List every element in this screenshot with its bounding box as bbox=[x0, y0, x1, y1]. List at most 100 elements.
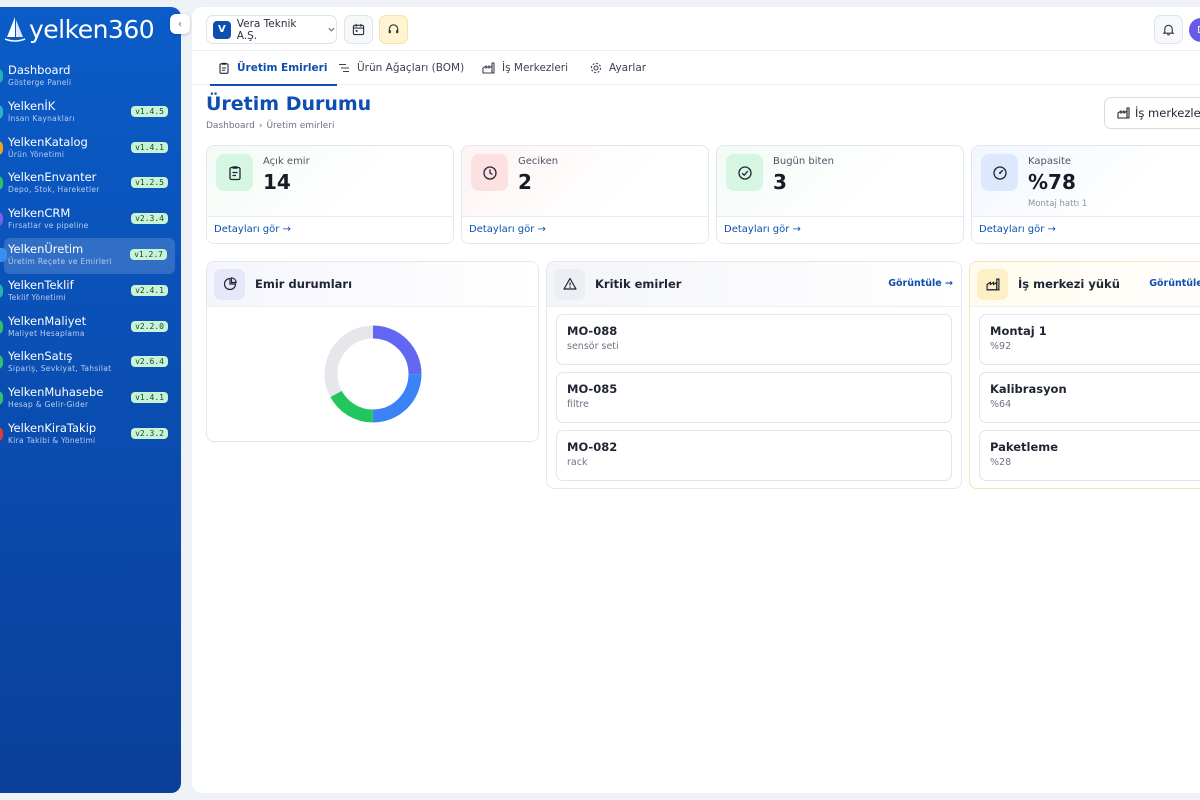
sidebar-item[interactable]: Dashboard Gösterge Paneli bbox=[0, 59, 181, 95]
work-centers-button[interactable]: İş merkezleri bbox=[1104, 97, 1200, 129]
sidebar-item-title: YelkenMuhasebe bbox=[8, 385, 104, 400]
sidebar-item[interactable]: YelkenMaliyet Maliyet Hesaplama v2.2.0 bbox=[0, 310, 181, 346]
module-color-dot bbox=[0, 283, 3, 298]
sidebar-item-title: YelkenKatalog bbox=[8, 134, 88, 149]
page-title: Üretim Durumu bbox=[206, 93, 372, 115]
order-product: filtre bbox=[567, 399, 589, 410]
version-badge: v2.6.4 bbox=[131, 356, 168, 368]
sidebar-item[interactable]: YelkenTeklif Teklif Yönetimi v2.4.1 bbox=[0, 274, 181, 310]
panel-title: İş merkezi yükü bbox=[1018, 277, 1120, 291]
kpi-completed-today: Bugün biten 3 Detayları gör → bbox=[716, 145, 964, 244]
version-badge: v1.2.7 bbox=[130, 248, 167, 260]
tab-label: Üretim Emirleri bbox=[237, 62, 328, 74]
sidebar-item[interactable]: YelkenSatış Sipariş, Sevkiyat, Tahsilat v2… bbox=[0, 345, 181, 381]
sidebar-item-subtitle: Üretim Reçete ve Emirleri bbox=[8, 256, 112, 266]
sidebar-item[interactable]: YelkenCRM Fırsatlar ve pipeline v2.3.4 bbox=[0, 202, 181, 238]
tab-production-orders[interactable]: Üretim Emirleri bbox=[209, 51, 338, 86]
sidebar-item[interactable]: YelkenKatalog Ürün Yönetimi v1.4.1 bbox=[0, 131, 181, 167]
tab-work-centers[interactable]: İş Merkezleri bbox=[482, 51, 568, 85]
panel-header: Kritik emirler Görüntüle → bbox=[547, 262, 961, 307]
chevron-right-icon: › bbox=[258, 121, 263, 131]
sidebar-item[interactable]: YelkenKiraTakip Kira Takibi & Yönetimi v2.… bbox=[0, 417, 181, 453]
order-id: MO-082 bbox=[567, 440, 618, 454]
version-badge: v1.2.5 bbox=[131, 177, 168, 189]
kpi-details-link[interactable]: Detayları gör → bbox=[462, 216, 708, 243]
module-color-dot bbox=[0, 140, 3, 155]
support-button[interactable] bbox=[379, 15, 408, 44]
sidebar-item-title: Dashboard bbox=[8, 63, 71, 77]
work-center-name: Kalibrasyon bbox=[990, 382, 1067, 396]
kpi-capacity: Kapasite %78 Montaj hattı 1 Detayları gö… bbox=[971, 145, 1200, 244]
sidebar-item-title: YelkenSatış bbox=[8, 349, 73, 364]
list-item[interactable]: Kalibrasyon %64 bbox=[979, 372, 1200, 423]
sidebar-nav: Dashboard Gösterge Paneli YelkenİK İnsan Ka… bbox=[0, 59, 181, 453]
order-product: rack bbox=[567, 457, 588, 468]
sidebar-item[interactable]: YelkenİK İnsan Kaynakları v1.4.5 bbox=[0, 95, 181, 131]
kpi-icon-box bbox=[981, 154, 1018, 191]
list-item[interactable]: Montaj 1 %92 bbox=[979, 314, 1200, 365]
main-panel: V Vera Teknik A.Ş. D Üretim Emirleri Ürü… bbox=[192, 7, 1200, 793]
view-critical-orders-link[interactable]: Görüntüle → bbox=[888, 278, 953, 289]
pie-chart-icon bbox=[223, 277, 237, 291]
work-center-name: Paketleme bbox=[990, 440, 1059, 454]
sidebar-item[interactable]: YelkenÜretim Üretim Reçete ve Emirleri v1.… bbox=[0, 237, 175, 274]
user-avatar[interactable]: D bbox=[1189, 18, 1200, 42]
sidebar-item-subtitle: Depo, Stok, Hareketler bbox=[8, 185, 100, 195]
notifications-button[interactable] bbox=[1154, 15, 1183, 44]
module-color-dot bbox=[0, 319, 3, 334]
version-badge: v2.3.4 bbox=[131, 213, 168, 225]
kpi-details-link[interactable]: Detayları gör → bbox=[717, 216, 963, 243]
view-work-center-load-link[interactable]: Görüntüle → bbox=[1149, 278, 1200, 289]
module-color-dot bbox=[0, 247, 7, 262]
list-item[interactable]: MO-082 rack bbox=[556, 430, 952, 481]
sidebar-item-title: YelkenKiraTakip bbox=[8, 420, 97, 435]
version-badge: v2.3.2 bbox=[131, 427, 168, 439]
sidebar-item[interactable]: YelkenMuhasebe Hesap & Gelir-Gider v1.4.1 bbox=[0, 381, 181, 417]
panel-icon-box bbox=[554, 268, 585, 300]
list-item[interactable]: MO-085 filtre bbox=[556, 372, 952, 423]
breadcrumb-item[interactable]: Dashboard bbox=[206, 121, 255, 131]
donut-segment bbox=[324, 325, 422, 423]
sidebar-item-subtitle: İnsan Kaynakları bbox=[8, 113, 75, 123]
clipboard-icon bbox=[219, 62, 229, 74]
list-item[interactable]: MO-088 sensör seti bbox=[556, 314, 952, 365]
factory-icon bbox=[985, 278, 1000, 290]
sidebar-item-title: YelkenMaliyet bbox=[8, 313, 87, 328]
panel-title: Kritik emirler bbox=[595, 277, 682, 291]
kpi-details-link[interactable]: Detayları gör → bbox=[207, 216, 453, 243]
version-badge: v2.4.1 bbox=[131, 284, 168, 296]
tab-bom[interactable]: Ürün Ağaçları (BOM) bbox=[338, 51, 464, 85]
sidebar-item[interactable]: YelkenEnvanter Depo, Stok, Hareketler v1.2… bbox=[0, 166, 181, 202]
company-name: Vera Teknik A.Ş. bbox=[236, 17, 297, 42]
tab-settings[interactable]: Ayarlar bbox=[590, 51, 646, 85]
tree-list-icon bbox=[339, 63, 349, 73]
sidebar-collapse-button[interactable]: ‹ bbox=[170, 14, 190, 34]
chevron-down-icon bbox=[328, 27, 335, 32]
work-center-name: Montaj 1 bbox=[990, 324, 1047, 338]
panel-icon-box bbox=[214, 268, 245, 300]
sidebar-item-title: YelkenEnvanter bbox=[8, 170, 97, 185]
sidebar-item-title: YelkenCRM bbox=[8, 206, 71, 221]
donut-segment bbox=[324, 325, 422, 423]
kpi-icon-box bbox=[726, 154, 763, 191]
sidebar-item-title: YelkenÜretim bbox=[8, 241, 84, 256]
bell-icon bbox=[1162, 24, 1175, 36]
version-badge: v1.4.1 bbox=[131, 392, 168, 404]
logo[interactable]: yelken360 bbox=[4, 11, 155, 47]
list-item[interactable]: Paketleme %28 bbox=[979, 430, 1200, 481]
chevron-left-icon: ‹ bbox=[178, 18, 182, 30]
module-color-dot bbox=[0, 391, 3, 406]
calendar-button[interactable] bbox=[344, 15, 373, 44]
order-status-panel: Emir durumları bbox=[206, 261, 539, 442]
company-selector[interactable]: V Vera Teknik A.Ş. bbox=[206, 15, 337, 44]
work-center-load: %92 bbox=[990, 341, 1012, 352]
critical-orders-panel: Kritik emirler Görüntüle → MO-088 sensör … bbox=[546, 261, 962, 489]
module-color-dot bbox=[0, 355, 3, 370]
factory-icon bbox=[482, 62, 495, 74]
sidebar-item-subtitle: Maliyet Hesaplama bbox=[8, 328, 85, 338]
kpi-value: 2 bbox=[518, 170, 532, 194]
kpi-value: 14 bbox=[263, 170, 291, 194]
order-id: MO-088 bbox=[567, 324, 618, 338]
kpi-details-link[interactable]: Detayları gör → bbox=[972, 216, 1200, 243]
work-center-load: %64 bbox=[990, 399, 1012, 410]
